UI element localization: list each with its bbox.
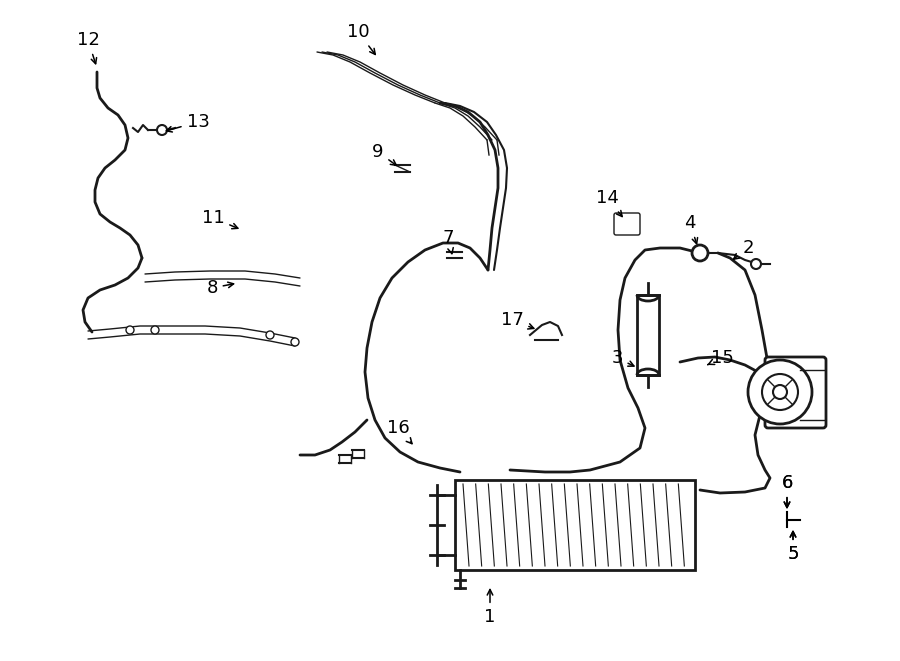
Circle shape <box>266 331 274 339</box>
Text: 6: 6 <box>781 474 793 508</box>
Text: 13: 13 <box>166 113 210 132</box>
Circle shape <box>126 326 134 334</box>
Text: 16: 16 <box>387 419 412 444</box>
Circle shape <box>692 245 708 261</box>
Text: 5: 5 <box>788 531 799 563</box>
Text: 6: 6 <box>781 474 793 508</box>
FancyBboxPatch shape <box>765 357 826 428</box>
Circle shape <box>751 259 761 269</box>
Text: 7: 7 <box>442 229 454 254</box>
Circle shape <box>157 125 167 135</box>
Circle shape <box>151 326 159 334</box>
Text: 12: 12 <box>76 31 99 63</box>
Text: 10: 10 <box>346 23 375 54</box>
Text: 2: 2 <box>734 239 754 259</box>
Text: 9: 9 <box>373 143 396 165</box>
Text: 14: 14 <box>596 189 622 217</box>
Circle shape <box>762 374 798 410</box>
Text: 5: 5 <box>788 531 799 563</box>
Text: 11: 11 <box>202 209 238 229</box>
Circle shape <box>748 360 812 424</box>
Circle shape <box>773 385 787 399</box>
Text: 15: 15 <box>707 349 733 367</box>
Bar <box>455 480 695 570</box>
Circle shape <box>291 338 299 346</box>
FancyBboxPatch shape <box>614 213 640 235</box>
Text: 3: 3 <box>611 349 634 367</box>
Bar <box>637 295 659 375</box>
Text: 17: 17 <box>500 311 534 329</box>
Text: 4: 4 <box>684 214 698 244</box>
Text: 1: 1 <box>484 590 496 626</box>
Text: 8: 8 <box>206 279 234 297</box>
